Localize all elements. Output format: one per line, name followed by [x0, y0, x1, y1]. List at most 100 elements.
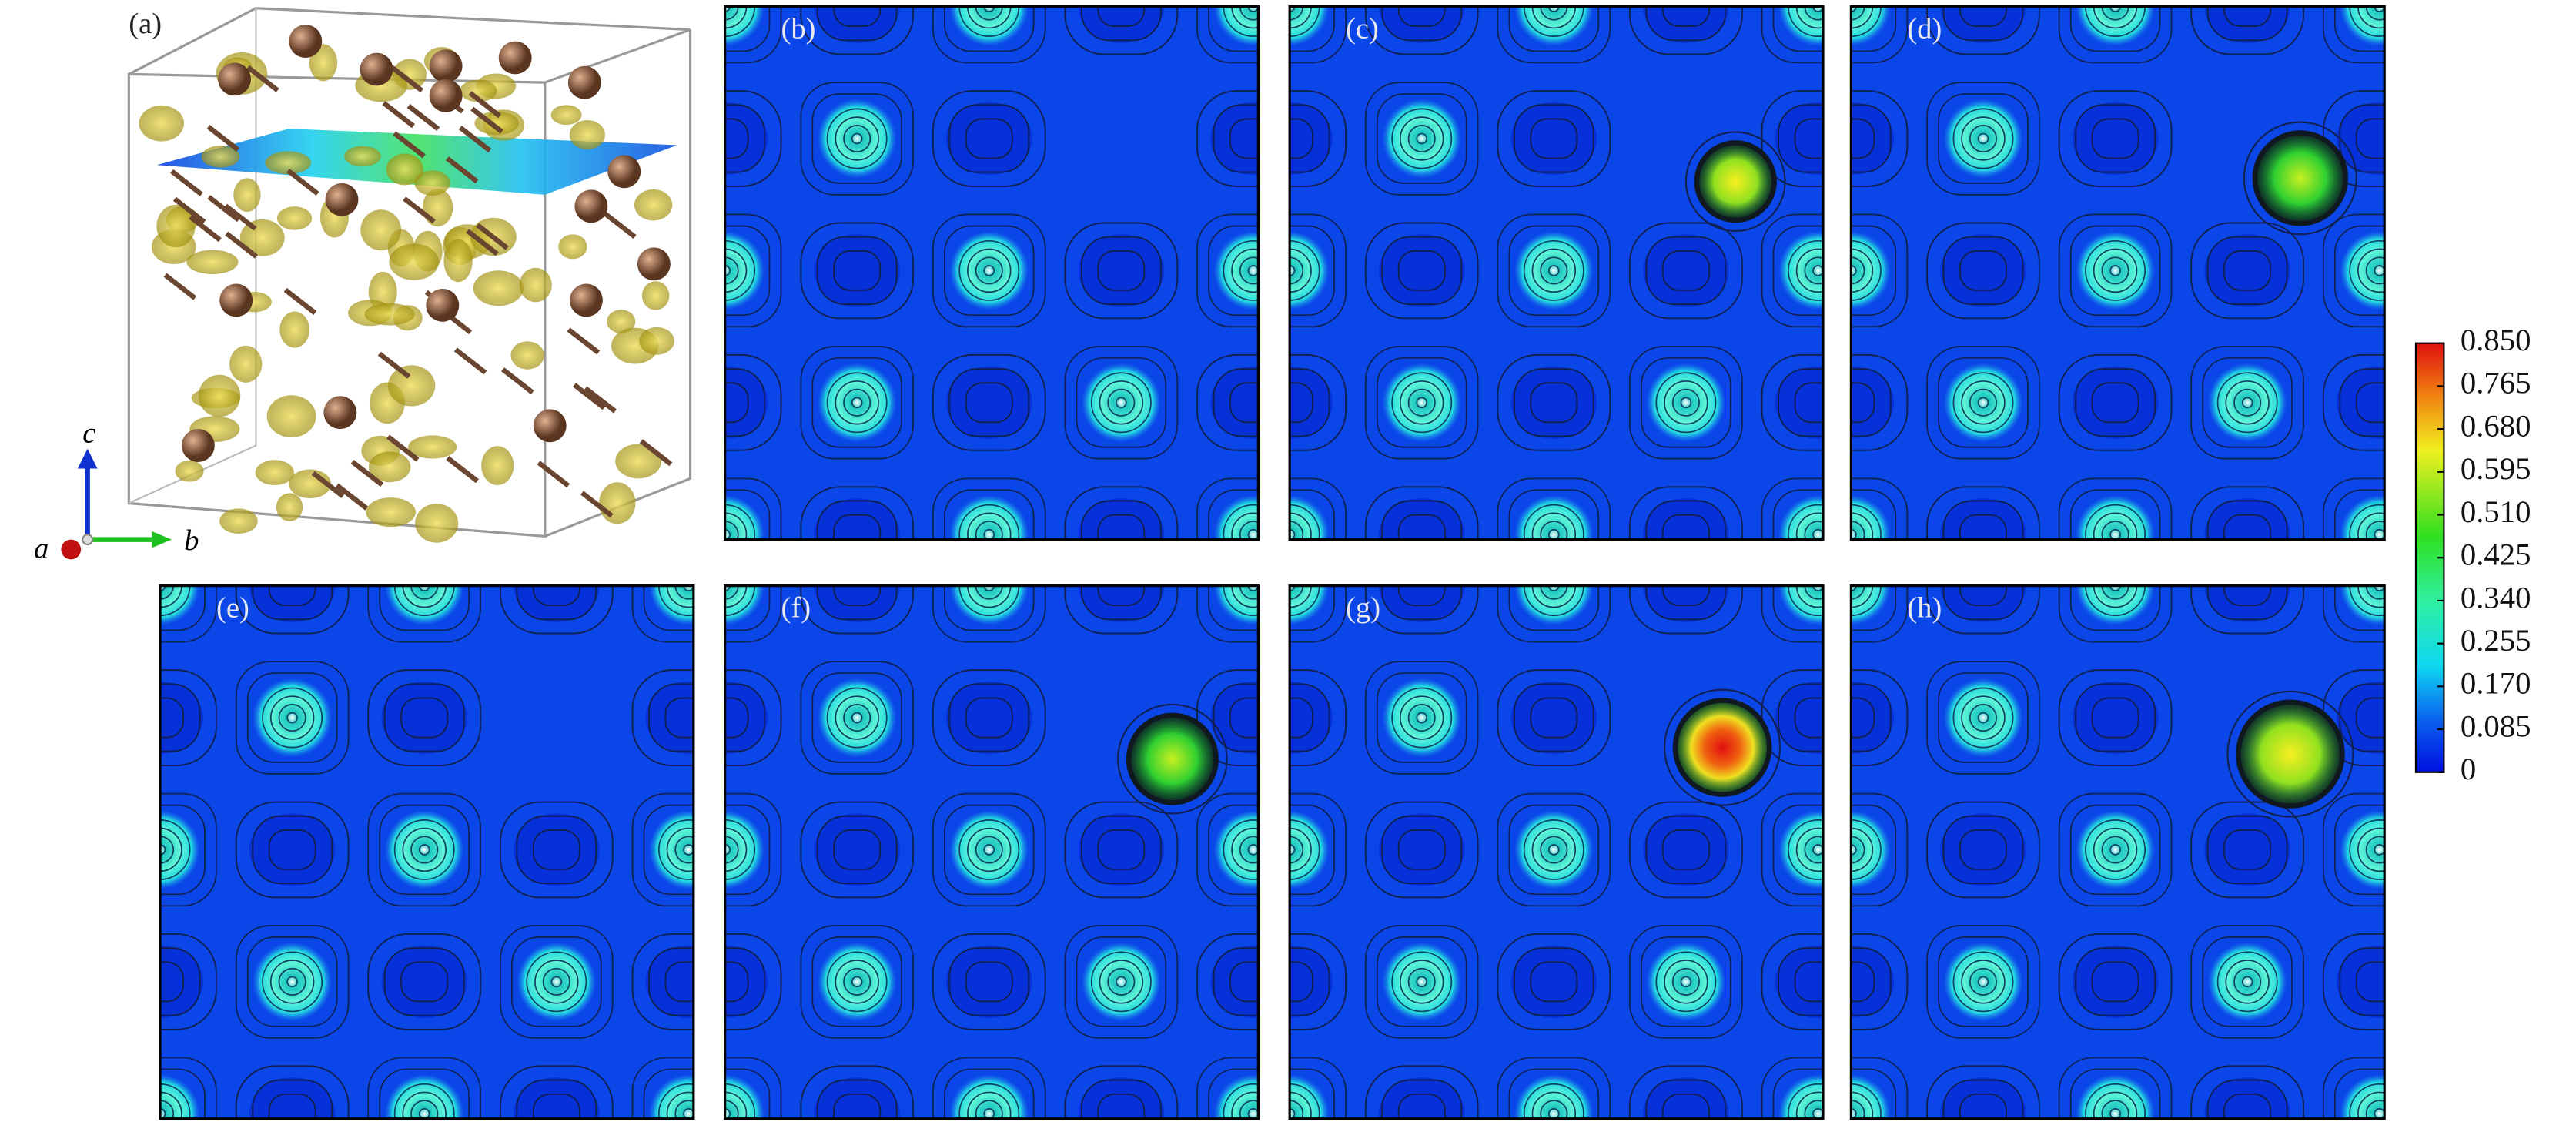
- contour: [2058, 213, 2173, 328]
- atom-density: [517, 942, 597, 1022]
- cell-edge: [544, 29, 692, 538]
- contour: [1497, 6, 1611, 64]
- atom-density: [817, 99, 897, 179]
- colorbar-tick-label: 0.510: [2461, 494, 2531, 529]
- bond: [470, 106, 503, 134]
- contour: [379, 1068, 470, 1119]
- contour: [724, 827, 748, 872]
- contour: [1229, 697, 1259, 739]
- contour: [631, 585, 694, 643]
- contour: [932, 477, 1046, 540]
- contour: [2374, 265, 2385, 276]
- contour: [1290, 933, 1347, 1030]
- contour: [2101, 256, 2129, 285]
- low-region: [1643, 498, 1729, 540]
- contour: [1208, 489, 1259, 540]
- panel-label: (a): [129, 8, 162, 40]
- contour: [1926, 222, 2040, 320]
- contour: [683, 844, 694, 856]
- contour: [1851, 683, 1892, 752]
- contour: [2190, 1065, 2305, 1119]
- contour: [948, 947, 1030, 1016]
- panel-frame: [159, 584, 695, 1120]
- contour: [2190, 925, 2304, 1039]
- contour: [1851, 1091, 1874, 1119]
- contour: [1381, 815, 1463, 885]
- contour: [631, 669, 694, 766]
- contour: [2109, 1108, 2121, 1119]
- density-lobe: [276, 206, 313, 230]
- contour: [1523, 6, 1584, 37]
- contour: [2101, 1100, 2129, 1119]
- contour: [1397, 1093, 1446, 1119]
- atom-density: [1290, 810, 1330, 889]
- bond: [207, 195, 240, 223]
- contour: [1548, 585, 1560, 591]
- contour: [983, 265, 995, 276]
- density-lobe: [415, 504, 459, 543]
- contour: [1926, 6, 2040, 55]
- contour: [1938, 93, 2029, 184]
- contour: [1223, 1083, 1259, 1119]
- contour: [1381, 236, 1463, 306]
- contour: [724, 947, 766, 1016]
- contour: [1208, 804, 1259, 896]
- contour: [1851, 1057, 1909, 1119]
- density-lobe: [639, 327, 674, 355]
- contour: [1938, 936, 2029, 1027]
- colorbar-tick-label: 0.085: [2461, 708, 2531, 743]
- contour: [724, 477, 782, 540]
- contour: [2085, 585, 2146, 617]
- defect-contour: [1117, 703, 1228, 815]
- contour: [1407, 967, 1436, 996]
- contour: [724, 512, 748, 540]
- contour: [983, 844, 995, 856]
- contour: [160, 804, 206, 896]
- atom-density: [949, 6, 1029, 46]
- low-region: [1290, 102, 1333, 176]
- contour: [835, 695, 879, 740]
- contour: [1376, 672, 1467, 763]
- contour: [932, 933, 1046, 1030]
- contour: [2339, 368, 2385, 437]
- contour: [1548, 265, 1560, 276]
- contour: [1778, 104, 1823, 173]
- contour: [1231, 827, 1259, 872]
- density-lobe: [266, 395, 316, 438]
- contour: [1851, 265, 1857, 276]
- contour: [2322, 477, 2385, 540]
- bond: [468, 91, 502, 119]
- contour: [383, 683, 465, 752]
- contour: [674, 585, 694, 600]
- contour: [2206, 815, 2288, 885]
- low-region: [2204, 813, 2290, 886]
- contour: [2190, 486, 2305, 540]
- atom-density: [1290, 6, 1330, 46]
- low-region: [1290, 945, 1333, 1018]
- contour: [724, 792, 782, 907]
- contour: [1548, 1108, 1560, 1119]
- contour: [1531, 512, 1577, 540]
- contour: [1851, 827, 1874, 872]
- contour: [975, 521, 1003, 540]
- contour: [1851, 933, 1909, 1030]
- contour: [851, 712, 863, 724]
- contour: [160, 827, 182, 872]
- contour: [2365, 521, 2385, 540]
- atom-density: [817, 363, 897, 443]
- contour: [932, 1057, 1046, 1119]
- contour: [1664, 960, 1708, 1004]
- contour: [1761, 792, 1823, 907]
- atom: [533, 409, 567, 443]
- contour: [511, 936, 602, 1027]
- low-region: [381, 681, 467, 755]
- contour: [383, 947, 465, 1016]
- contour: [2075, 947, 2156, 1016]
- contour: [367, 585, 482, 643]
- contour: [1788, 1083, 1823, 1119]
- contour: [683, 1108, 694, 1119]
- contour: [800, 6, 915, 55]
- contour: [1497, 585, 1611, 643]
- contour: [1290, 836, 1304, 864]
- contour: [1064, 346, 1179, 460]
